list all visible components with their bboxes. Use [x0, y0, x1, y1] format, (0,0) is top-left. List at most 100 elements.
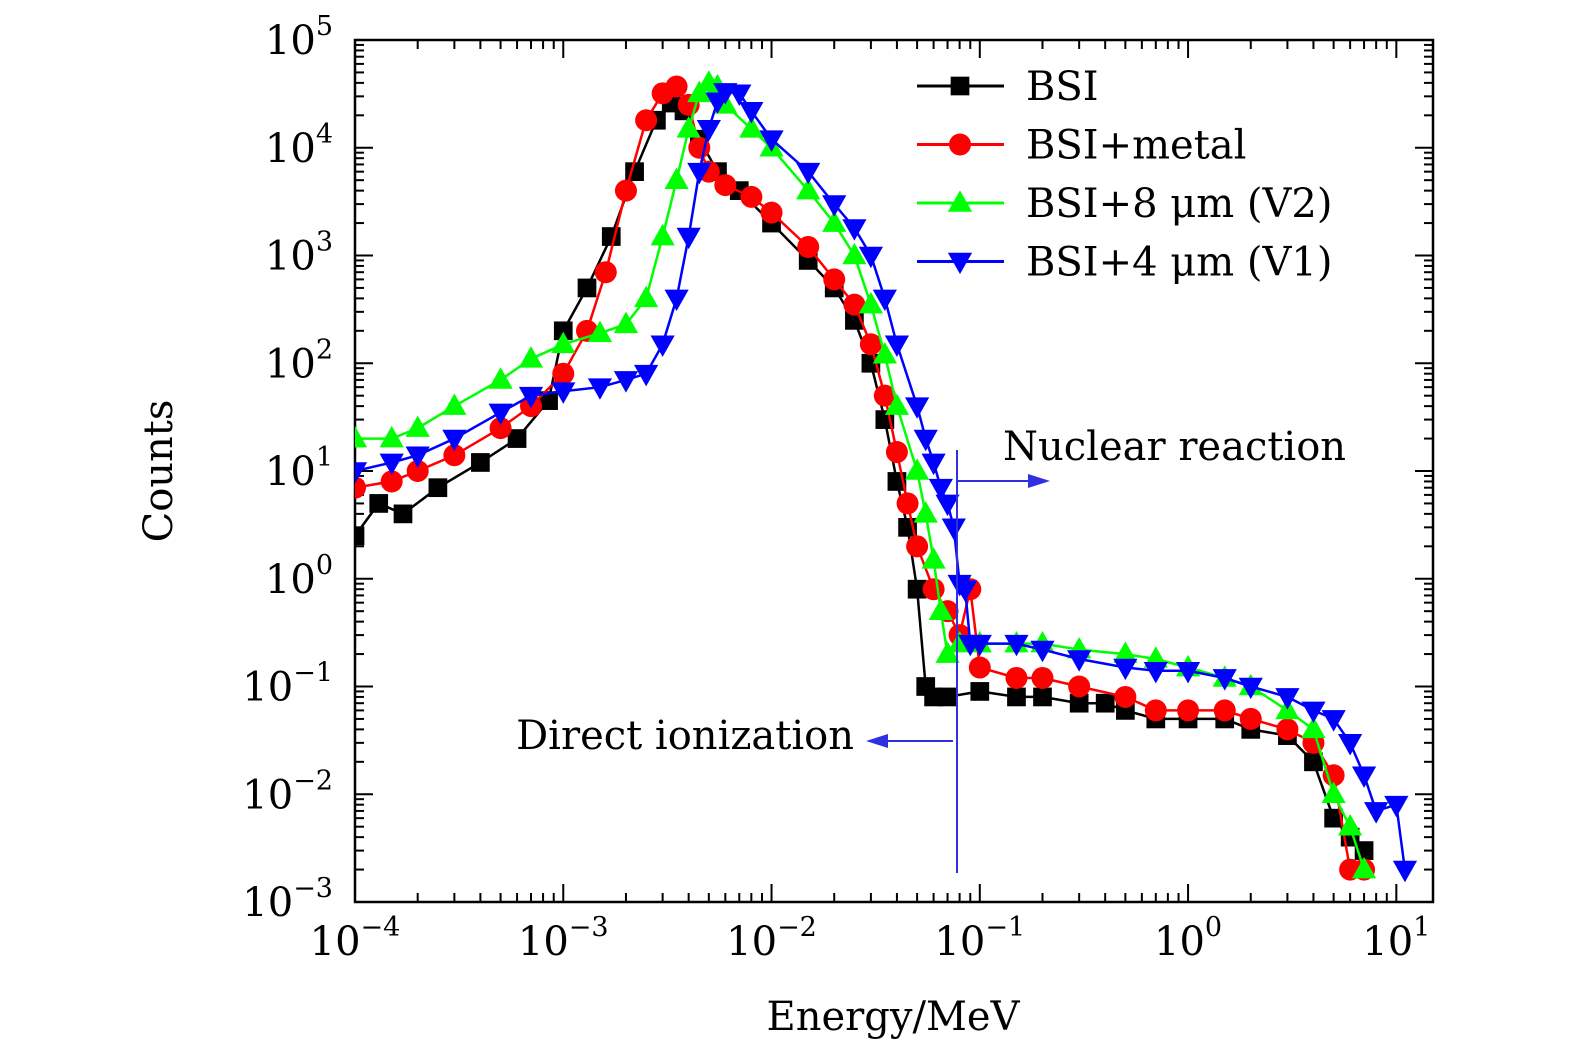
data-point — [1095, 693, 1115, 713]
data-point — [873, 384, 896, 407]
data-point — [796, 162, 821, 185]
data-point — [1005, 666, 1028, 689]
y-tick-label: 10−1 — [242, 658, 333, 711]
data-point — [884, 393, 910, 415]
legend-marker — [947, 252, 973, 275]
data-point — [858, 291, 883, 314]
legend-label: BSI+8 μm (V2) — [1026, 181, 1332, 227]
data-point — [613, 371, 639, 393]
data-point — [1007, 687, 1026, 707]
data-point — [1321, 781, 1346, 804]
data-point — [842, 219, 867, 241]
data-point — [1114, 685, 1137, 708]
data-point — [905, 397, 930, 419]
legend-item: BSI+metal — [917, 123, 1246, 169]
legend: BSI BSI+metal BSI+8 μm (V2) BSI+4 μm (V1) — [917, 64, 1332, 286]
data-point — [1324, 808, 1343, 828]
data-point — [665, 75, 688, 98]
data-point — [941, 518, 966, 540]
data-point — [970, 682, 990, 701]
data-point — [442, 393, 467, 415]
data-point — [650, 335, 675, 357]
data-point — [952, 580, 978, 602]
data-point — [935, 494, 960, 517]
data-point — [922, 578, 945, 601]
legend-marker — [947, 190, 973, 212]
data-point — [1144, 699, 1167, 722]
data-point — [355, 462, 368, 484]
y-tick-labels: 10−3 10−2 10−1 100 101 102 103 104 105 — [242, 11, 333, 926]
data-point — [872, 342, 897, 364]
data-point — [355, 476, 366, 499]
data-point — [1321, 710, 1346, 732]
data-point — [1068, 675, 1091, 698]
data-point — [577, 278, 597, 298]
nuclear-reaction-arrow — [958, 474, 1050, 488]
data-point — [1113, 641, 1138, 663]
x-tick-label: 10−3 — [518, 912, 609, 965]
data-point — [1384, 795, 1409, 818]
legend-item: BSI — [917, 64, 1099, 110]
axis-ticks — [354, 39, 1433, 903]
data-point — [913, 429, 938, 452]
data-point — [739, 102, 764, 124]
data-point — [428, 478, 448, 498]
direct-ionization-arrow — [866, 734, 953, 748]
nuclear-reaction-label: Nuclear reaction — [1003, 424, 1346, 470]
legend-item: BSI+8 μm (V2) — [917, 181, 1332, 227]
data-point — [489, 417, 512, 440]
data-point — [664, 167, 689, 189]
data-point — [442, 429, 467, 452]
data-point — [405, 415, 430, 437]
data-point — [858, 246, 883, 269]
data-point — [842, 242, 867, 265]
legend-label: BSI — [1026, 64, 1099, 110]
data-point — [1212, 669, 1237, 691]
data-point — [938, 687, 957, 707]
data-point — [405, 446, 430, 468]
data-point — [1338, 734, 1363, 756]
data-point — [796, 177, 821, 200]
data-point — [379, 425, 404, 448]
data-point — [443, 444, 466, 467]
data-point — [1392, 860, 1418, 883]
y-tick-label: 101 — [265, 442, 333, 495]
data-point — [1113, 658, 1138, 681]
data-point — [1213, 699, 1236, 722]
data-point — [1304, 752, 1323, 772]
data-point — [921, 453, 946, 476]
data-point — [1033, 687, 1052, 707]
series-layer — [355, 70, 1418, 883]
legend-label: BSI+metal — [1026, 123, 1246, 169]
data-point — [968, 656, 991, 679]
legend-marker — [950, 76, 970, 96]
data-point — [1301, 701, 1326, 724]
data-point — [907, 579, 927, 599]
y-axis-title: Counts — [136, 400, 182, 543]
data-point — [551, 331, 576, 354]
x-tick-label: 100 — [1154, 912, 1222, 965]
series-line — [355, 90, 1407, 870]
data-point — [1239, 707, 1262, 730]
data-point — [676, 227, 701, 250]
data-point — [355, 425, 368, 448]
legend-marker — [949, 133, 971, 156]
data-point — [551, 382, 576, 404]
y-tick-label: 10−3 — [242, 873, 333, 926]
x-tick-label: 10−2 — [726, 912, 817, 965]
data-point — [380, 470, 403, 493]
data-point — [594, 261, 617, 284]
data-point — [696, 119, 721, 142]
legend-item: BSI+4 μm (V1) — [917, 240, 1332, 286]
data-point — [676, 116, 701, 138]
data-point — [759, 130, 784, 152]
data-point — [1351, 856, 1377, 879]
data-point — [967, 634, 992, 657]
data-point — [587, 378, 613, 400]
data-point — [1004, 634, 1029, 657]
data-point — [614, 179, 637, 202]
x-tick-label: 10−1 — [934, 912, 1025, 965]
legend-label: BSI+4 μm (V1) — [1026, 240, 1332, 286]
x-axis-title: Energy/MeV — [767, 994, 1021, 1040]
data-point — [1351, 766, 1377, 788]
